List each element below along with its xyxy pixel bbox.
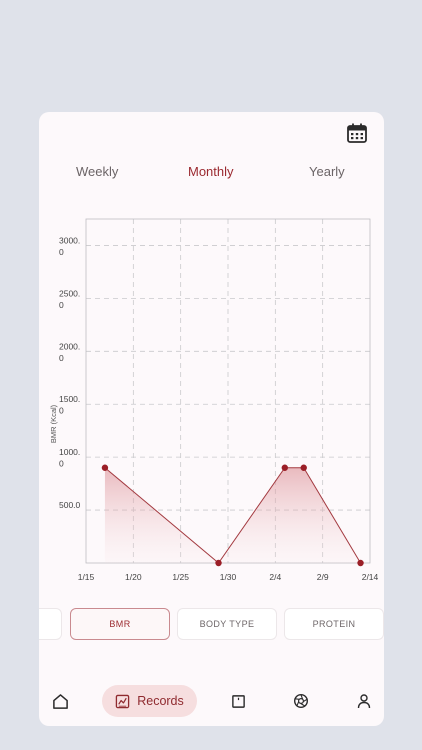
- tab-monthly[interactable]: Monthly: [188, 164, 234, 179]
- note-icon: [231, 694, 245, 708]
- x-tick-label: 2/14: [362, 572, 379, 582]
- metric-tabs: BMR BODY TYPE PROTEIN: [39, 608, 384, 644]
- metric-tab-body-type[interactable]: BODY TYPE: [177, 608, 277, 640]
- data-point: [101, 464, 109, 471]
- calendar-button[interactable]: [346, 122, 368, 144]
- data-point: [281, 464, 288, 471]
- period-tabs: Weekly Monthly Yearly: [39, 164, 384, 188]
- metric-tab-label: BMR: [109, 619, 131, 629]
- bmr-line-chart: 500.0 1000. 0 1500. 0 2000. 0 2500. 0 3000. 0 1/15…: [49, 218, 379, 582]
- x-tick-labels: 1/15 1/20 1/25 1/30 2/4 2/9 2/14: [78, 572, 379, 582]
- calendar-icon: [347, 123, 367, 143]
- nav-notes[interactable]: [228, 685, 248, 717]
- tab-yearly[interactable]: Yearly: [309, 164, 345, 179]
- tab-weekly[interactable]: Weekly: [76, 164, 119, 179]
- records-chart-icon: [115, 694, 130, 708]
- y-tick-label: 1500. 0: [59, 394, 80, 416]
- data-points: [101, 464, 364, 567]
- y-tick-labels: 500.0 1000. 0 1500. 0 2000. 0 2500. 0 3000. 0: [59, 235, 81, 510]
- nav-profile[interactable]: [354, 685, 374, 717]
- nav-records-label: Records: [137, 694, 184, 708]
- metric-tab-offscreen[interactable]: [39, 608, 62, 640]
- bottom-nav: Records: [39, 677, 384, 725]
- nav-home[interactable]: [50, 685, 70, 717]
- x-tick-label: 2/4: [269, 572, 281, 582]
- metric-tab-protein[interactable]: PROTEIN: [284, 608, 384, 640]
- data-point: [215, 559, 222, 567]
- data-point: [300, 464, 307, 471]
- y-tick-label: 2000. 0: [59, 341, 80, 363]
- x-tick-label: 2/9: [317, 572, 329, 582]
- data-point: [357, 559, 364, 567]
- profile-icon: [357, 694, 371, 709]
- metric-tab-label: BODY TYPE: [199, 619, 255, 629]
- x-tick-label: 1/20: [125, 572, 142, 582]
- nav-records[interactable]: Records: [102, 685, 197, 717]
- y-tick-label: 3000. 0: [59, 235, 80, 257]
- y-tick-label: 2500. 0: [59, 288, 80, 310]
- x-tick-label: 1/25: [172, 572, 189, 582]
- nav-explore[interactable]: [291, 685, 311, 717]
- y-axis-label: BMR (Kcal): [49, 404, 58, 443]
- y-tick-label: 500.0: [59, 500, 81, 510]
- series-area: [104, 467, 361, 563]
- metric-tab-label: PROTEIN: [312, 619, 356, 629]
- x-tick-label: 1/30: [220, 572, 237, 582]
- home-icon: [52, 693, 68, 709]
- y-tick-label: 1000. 0: [59, 447, 80, 469]
- x-tick-label: 1/15: [78, 572, 95, 582]
- records-card: Weekly Monthly Yearly 500.0 1000. 0 1500. 0 2…: [39, 112, 384, 726]
- chart-grid: [86, 219, 370, 563]
- area-fill: [104, 467, 361, 563]
- aperture-icon: [293, 693, 309, 709]
- metric-tab-bmr[interactable]: BMR: [70, 608, 170, 640]
